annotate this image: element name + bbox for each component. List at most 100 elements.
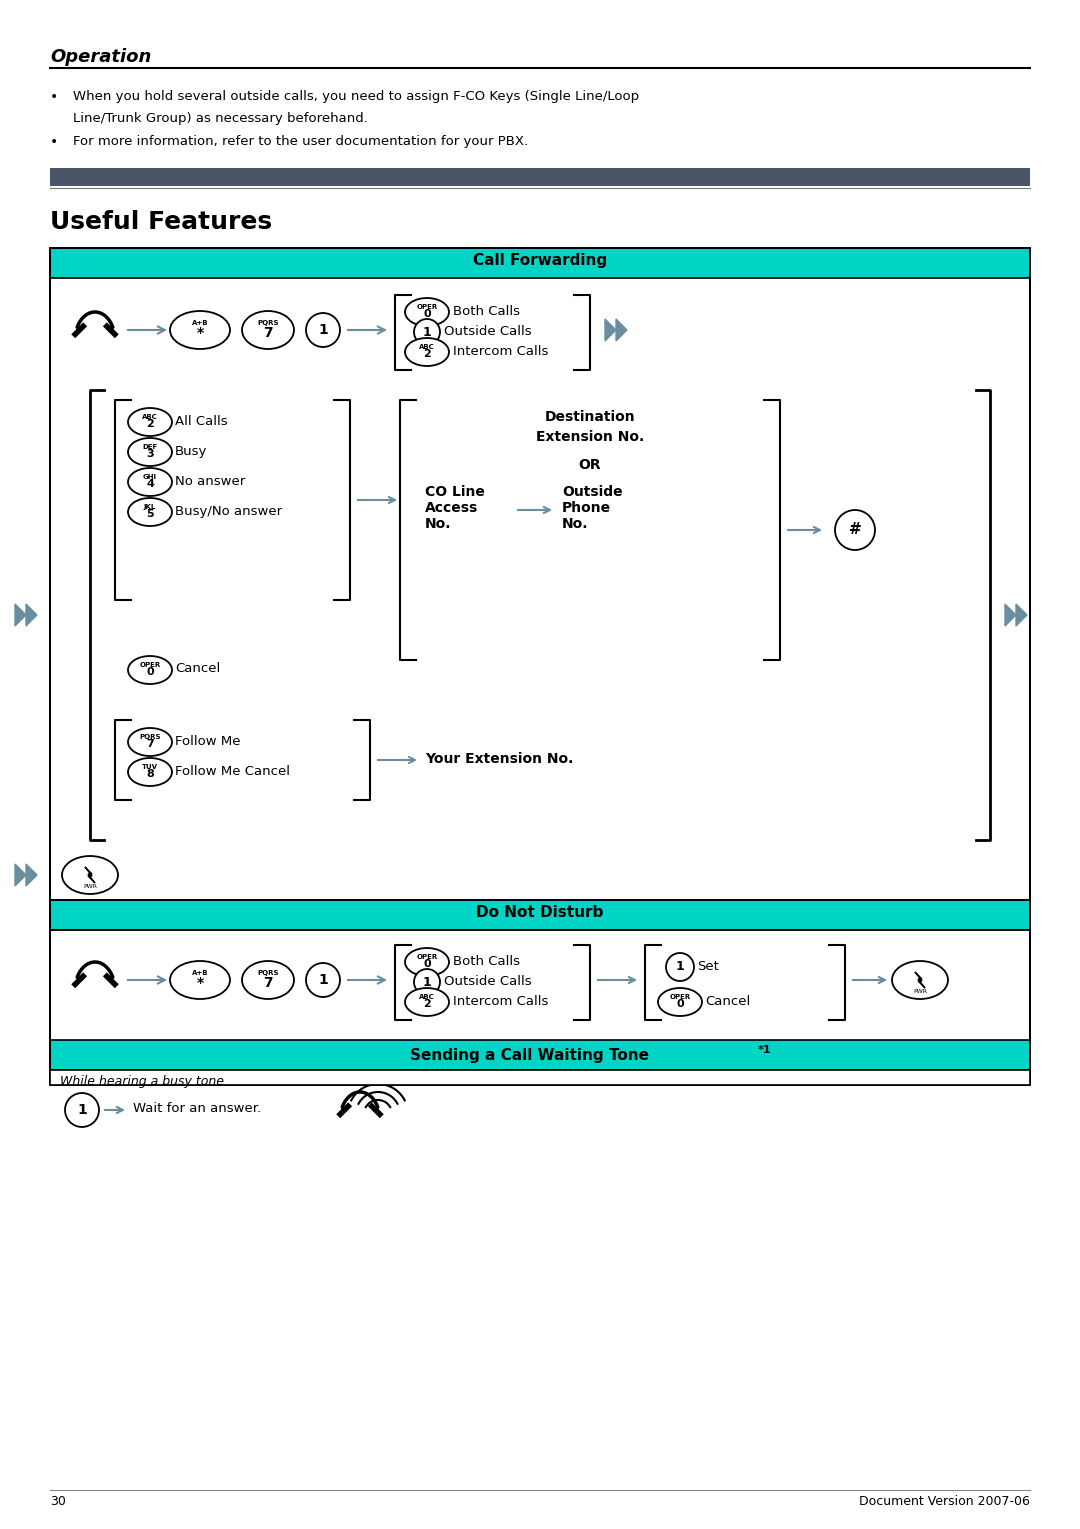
Text: 7: 7 — [146, 739, 153, 749]
Circle shape — [414, 969, 440, 995]
Text: Intercom Calls: Intercom Calls — [453, 995, 549, 1008]
Text: GHI: GHI — [143, 474, 157, 480]
Text: DEF: DEF — [143, 443, 158, 450]
Text: All Calls: All Calls — [175, 414, 228, 428]
Text: *: * — [197, 326, 203, 339]
Text: 2: 2 — [423, 349, 431, 359]
Circle shape — [835, 511, 875, 550]
Text: *1: *1 — [758, 1044, 771, 1055]
Text: 0: 0 — [146, 667, 153, 677]
Text: 1: 1 — [77, 1102, 86, 1118]
Polygon shape — [605, 320, 616, 341]
Text: Cancel: Cancel — [705, 995, 751, 1008]
Text: Follow Me: Follow Me — [175, 735, 241, 748]
Text: 8: 8 — [146, 769, 153, 780]
Bar — [50, 901, 1030, 1070]
Bar — [50, 1070, 1030, 1086]
Text: 30: 30 — [50, 1495, 66, 1508]
Ellipse shape — [405, 338, 449, 365]
Text: OPER: OPER — [417, 954, 437, 960]
Polygon shape — [1005, 604, 1016, 625]
Text: 5: 5 — [146, 509, 153, 520]
Ellipse shape — [658, 988, 702, 1015]
Text: Sending a Call Waiting Tone: Sending a Call Waiting Tone — [410, 1047, 649, 1063]
Text: *: * — [197, 976, 203, 989]
Text: OPER: OPER — [670, 994, 690, 1000]
Text: Intercom Calls: Intercom Calls — [453, 346, 549, 358]
Text: 1: 1 — [422, 976, 431, 989]
Text: 2: 2 — [423, 998, 431, 1009]
Text: JKL: JKL — [144, 503, 157, 509]
Bar — [50, 248, 1030, 1086]
Polygon shape — [15, 604, 26, 625]
Text: Set: Set — [697, 960, 719, 972]
Text: •: • — [50, 135, 58, 148]
Text: Busy: Busy — [175, 445, 207, 459]
Ellipse shape — [129, 656, 172, 683]
Ellipse shape — [129, 758, 172, 786]
Text: Follow Me Cancel: Follow Me Cancel — [175, 764, 291, 778]
Text: A+B: A+B — [192, 969, 208, 976]
Polygon shape — [85, 867, 95, 884]
Text: 3: 3 — [146, 450, 153, 459]
Text: Extension No.: Extension No. — [536, 430, 644, 443]
Text: Do Not Disturb: Do Not Disturb — [476, 905, 604, 920]
Ellipse shape — [129, 498, 172, 526]
Text: Operation: Operation — [50, 47, 151, 66]
Text: PQRS: PQRS — [257, 969, 279, 976]
Ellipse shape — [170, 962, 230, 998]
Polygon shape — [616, 320, 627, 341]
Text: ABC: ABC — [419, 344, 435, 350]
Text: Wait for an answer.: Wait for an answer. — [133, 1102, 261, 1115]
Bar — [50, 901, 1030, 930]
Text: Cancel: Cancel — [175, 662, 220, 674]
Text: 1: 1 — [676, 960, 685, 974]
Text: TUV: TUV — [141, 763, 158, 769]
Circle shape — [306, 313, 340, 347]
Bar — [50, 248, 1030, 278]
Text: 1: 1 — [319, 972, 328, 988]
Text: 2: 2 — [146, 419, 153, 430]
Circle shape — [414, 320, 440, 346]
Text: PWR: PWR — [83, 884, 97, 890]
Text: PQRS: PQRS — [257, 320, 279, 326]
Text: Call Forwarding: Call Forwarding — [473, 252, 607, 268]
Text: OR: OR — [579, 459, 602, 472]
Text: ABC: ABC — [419, 994, 435, 1000]
Text: 7: 7 — [264, 326, 273, 339]
Text: Useful Features: Useful Features — [50, 209, 272, 234]
Text: PQRS: PQRS — [139, 734, 161, 740]
Text: Both Calls: Both Calls — [453, 956, 519, 968]
Polygon shape — [26, 864, 37, 885]
Ellipse shape — [242, 310, 294, 349]
Ellipse shape — [892, 962, 948, 998]
Text: When you hold several outside calls, you need to assign F-CO Keys (Single Line/L: When you hold several outside calls, you… — [73, 90, 639, 102]
Circle shape — [666, 953, 694, 982]
Text: Outside
Phone
No.: Outside Phone No. — [562, 485, 623, 532]
Text: ABC: ABC — [143, 414, 158, 419]
Text: Outside Calls: Outside Calls — [444, 976, 531, 988]
Ellipse shape — [129, 408, 172, 436]
Circle shape — [306, 963, 340, 997]
Text: 0: 0 — [676, 998, 684, 1009]
Text: PWR: PWR — [913, 989, 927, 994]
Ellipse shape — [62, 856, 118, 894]
Bar — [50, 248, 1030, 930]
Ellipse shape — [170, 310, 230, 349]
Text: Both Calls: Both Calls — [453, 304, 519, 318]
Text: Line/Trunk Group) as necessary beforehand.: Line/Trunk Group) as necessary beforehan… — [73, 112, 368, 125]
Text: CO Line
Access
No.: CO Line Access No. — [426, 485, 485, 532]
Text: 1: 1 — [319, 323, 328, 336]
Ellipse shape — [242, 962, 294, 998]
Ellipse shape — [129, 728, 172, 755]
Ellipse shape — [405, 298, 449, 326]
Ellipse shape — [405, 988, 449, 1015]
Ellipse shape — [129, 437, 172, 466]
Bar — [50, 1040, 1030, 1070]
Text: 0: 0 — [423, 309, 431, 320]
Text: While hearing a busy tone: While hearing a busy tone — [60, 1075, 224, 1089]
Text: Destination: Destination — [544, 410, 635, 424]
Ellipse shape — [129, 468, 172, 495]
Ellipse shape — [405, 948, 449, 976]
Text: Document Version 2007-06: Document Version 2007-06 — [859, 1495, 1030, 1508]
